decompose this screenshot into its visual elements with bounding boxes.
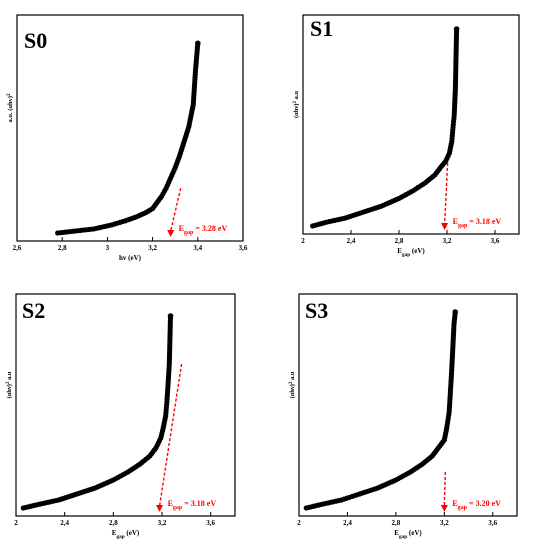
chart-panel-s2: S2 2 2,4 2,8 3,2 3,6 Egap (eV) (αhν)2 a.u Egap =… [6, 293, 236, 540]
x-axis-label: Egap (eV) [394, 529, 422, 540]
y-axis-label: (αhν)2 a.u [6, 371, 14, 398]
x-tick-label: 2,4 [60, 519, 69, 527]
x-tick-label: 2,8 [109, 519, 118, 527]
tangent-line [443, 471, 447, 507]
y-axis-label: (αhν)2 a.u [293, 91, 301, 118]
plot-frame [15, 293, 236, 517]
x-tick-label: 3,6 [488, 519, 497, 527]
x-tick-label: 3,4 [193, 244, 202, 252]
panel-title: S2 [22, 298, 45, 323]
plot-frame [302, 14, 520, 235]
panel-title: S3 [305, 298, 328, 323]
tangent-line [443, 162, 449, 225]
data-point [195, 40, 201, 47]
y-axis-label: (αhν)2 a.u [289, 371, 297, 398]
x-tick-label: 2,6 [13, 244, 22, 252]
x-tick-label: 3,6 [239, 244, 248, 252]
x-axis-label: Egap (eV) [112, 529, 140, 540]
x-tick-label: 3,2 [440, 519, 449, 527]
gap-annotation: Egap = 3.18 eV [453, 217, 502, 229]
x-tick-label: 2 [301, 237, 305, 245]
data-point [453, 26, 460, 32]
x-tick-label: 3 [106, 244, 110, 252]
x-tick-label: 3,6 [491, 237, 500, 245]
arrow-head [440, 505, 448, 512]
chart-panel-s0: S0 2,6 2,8 3 3,2 3,4 3,6 hv (eV) a.u. (αhv)2 Egap… [7, 14, 248, 262]
chart-panel-s1: S1 2 2,4 2,8 3,2 3,6 Egap (eV) (αhν)2 a.u Egap =… [293, 14, 520, 258]
x-tick-label: 2,8 [392, 519, 401, 527]
gap-annotation: Egap = 3.20 eV [452, 499, 501, 511]
x-tick-label: 2,4 [347, 237, 356, 245]
tangent-line [169, 187, 182, 232]
x-tick-label: 2,8 [58, 244, 67, 252]
panel-title: S1 [310, 16, 333, 41]
x-tick-label: 3,2 [443, 237, 452, 245]
y-axis-label: a.u. (αhv)2 [7, 93, 15, 123]
x-tick-label: 2,4 [343, 519, 352, 527]
x-tick-label: 3,2 [148, 244, 157, 252]
x-tick-label: 2 [297, 519, 301, 527]
x-tick-label: 2,8 [395, 237, 404, 245]
tangent-line [158, 363, 183, 507]
arrow-head [441, 223, 449, 230]
gap-annotation: Egap = 3.18 eV [168, 499, 217, 511]
x-tick-label: 2 [14, 519, 18, 527]
x-tick-label: 3,6 [206, 519, 215, 527]
plot-frame [298, 293, 518, 517]
x-axis-label: Egap (eV) [397, 247, 425, 258]
plot-frame [16, 14, 244, 242]
x-tick-label: 3,2 [158, 519, 167, 527]
x-axis-label: hv (eV) [119, 254, 142, 262]
data-point [167, 313, 174, 319]
arrow-head [156, 505, 164, 512]
arrow-head [167, 230, 175, 237]
panel-title: S0 [24, 28, 47, 53]
data-point [452, 309, 459, 315]
chart-panel-s3: S3 2 2,4 2,8 3,2 3,6 Egap (eV) (αhν)2 a.u Egap =… [289, 293, 518, 540]
gap-annotation: Egap = 3.28 eV [179, 224, 228, 236]
